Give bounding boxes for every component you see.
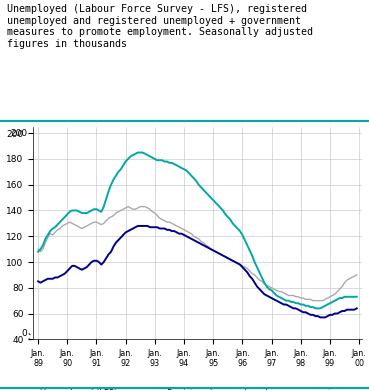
Text: Unemployed (Labour Force Survey - LFS), registered
unemployed and registered une: Unemployed (Labour Force Survey - LFS), … [7, 4, 313, 49]
Text: 0: 0 [21, 329, 27, 338]
Legend: Unemployed (LFS), Registered unemployed, Registered unemployed + government meas: Unemployed (LFS), Registered unemployed,… [16, 386, 369, 390]
Text: 200: 200 [10, 129, 27, 138]
